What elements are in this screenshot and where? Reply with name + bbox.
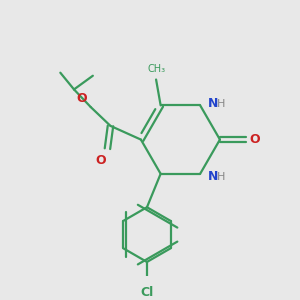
Text: O: O [250,133,260,146]
Text: O: O [95,154,106,167]
Text: H: H [217,172,225,182]
Text: N: N [208,170,218,183]
Text: Cl: Cl [140,286,154,299]
Text: H: H [217,99,225,109]
Text: O: O [76,92,87,105]
Text: N: N [208,97,218,110]
Text: CH₃: CH₃ [147,64,165,74]
